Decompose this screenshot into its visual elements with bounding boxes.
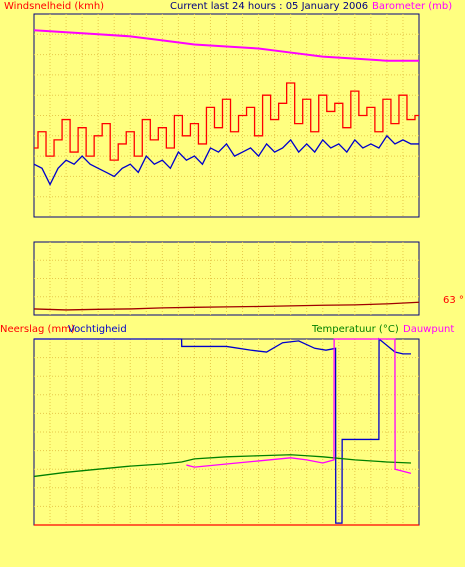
wind-ylabel-left: Windsnelheid (kmh) [4, 1, 104, 12]
humidity-grid [34, 339, 419, 525]
humidity-series [33, 337, 419, 526]
direction-series [33, 301, 420, 311]
wind-grid [34, 14, 419, 217]
temperature-label: Temperatuur (°C) [311, 324, 399, 335]
direction-grid [34, 242, 419, 315]
wind-series [33, 29, 419, 186]
direction-current-value: 63 ° [443, 295, 464, 306]
chart-title: Current last 24 hours : 05 January 2006 [170, 1, 368, 12]
series-windrichting-line [33, 301, 420, 311]
wind-chart: Windsnelheid (kmh) Current last 24 hours… [4, 1, 452, 218]
series-windsnelheid-line [33, 134, 419, 186]
dewpoint-label: Dauwpunt [403, 324, 454, 335]
humidity-chart: Neerslag (mm) Vochtigheid Temperatuur (°… [0, 324, 454, 526]
humidity-label: Vochtigheid [68, 324, 127, 335]
series-barometer-line [33, 29, 419, 62]
series-dauwpunt-line [186, 338, 412, 474]
wind-ylabel-right: Barometer (mb) [372, 1, 452, 12]
series-windsnelheid-line [34, 82, 419, 161]
rain-label: Neerslag (mm) [0, 324, 75, 335]
direction-chart: 63 ° [33, 241, 464, 316]
series-temperatuur-line [33, 454, 412, 478]
